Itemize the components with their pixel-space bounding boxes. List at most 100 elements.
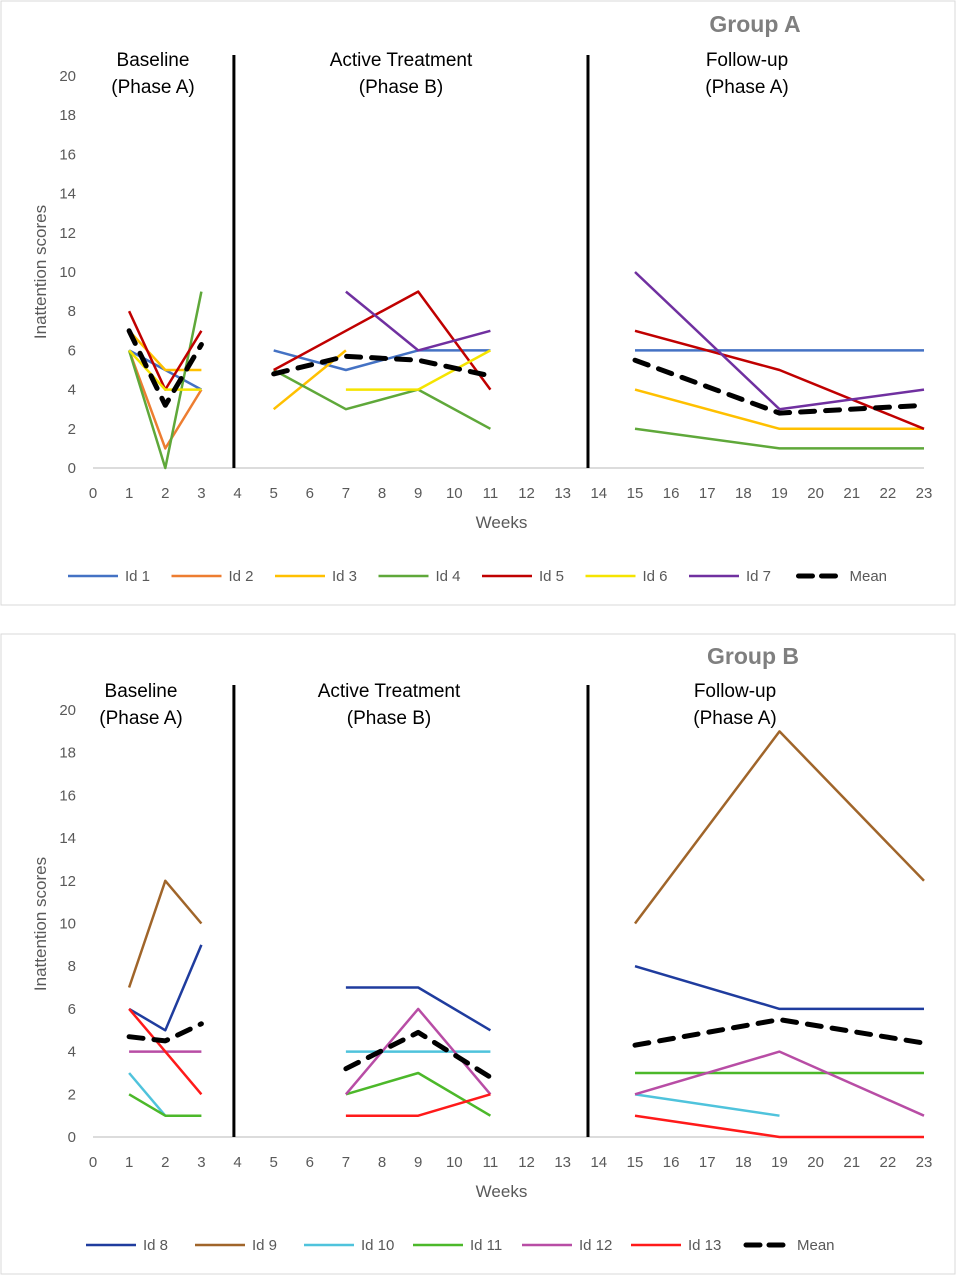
legend-label: Id 5 <box>539 568 564 585</box>
x-tick-label: 5 <box>269 485 277 502</box>
legend-label: Id 4 <box>436 568 461 585</box>
x-tick-label: 20 <box>807 485 824 502</box>
y-tick-label: 2 <box>68 1086 76 1103</box>
phase-sublabel: (Phase B) <box>359 77 443 98</box>
y-tick-label: 10 <box>59 264 76 281</box>
series-id-6 <box>128 349 491 391</box>
y-tick-label: 12 <box>59 873 76 890</box>
y-tick-label: 10 <box>59 916 76 933</box>
y-axis-title: Inattention scores <box>31 857 50 991</box>
x-tick-label: 15 <box>627 1154 644 1171</box>
x-tick-label: 21 <box>843 485 860 502</box>
series-line <box>632 1017 927 1048</box>
x-tick-label: 5 <box>269 1154 277 1171</box>
legend-label: Mean <box>797 1237 835 1254</box>
x-tick-label: 10 <box>446 1154 463 1171</box>
phase-sublabel: (Phase A) <box>693 708 776 729</box>
x-tick-label: 9 <box>414 1154 422 1171</box>
x-tick-label: 0 <box>89 1154 97 1171</box>
x-tick-label: 19 <box>771 1154 788 1171</box>
x-tick-label: 18 <box>735 485 752 502</box>
x-tick-label: 4 <box>233 485 241 502</box>
x-tick-label: 11 <box>483 485 499 502</box>
legend-label: Id 2 <box>229 568 254 585</box>
legend-label: Id 6 <box>643 568 668 585</box>
x-tick-label: 12 <box>518 1154 535 1171</box>
legend-label: Id 8 <box>143 1237 168 1254</box>
series-line <box>128 1072 167 1117</box>
x-tick-label: 17 <box>699 1154 716 1171</box>
series-line <box>634 427 924 450</box>
series-line <box>343 1029 493 1080</box>
series-line <box>127 879 203 988</box>
chart-title: Group B <box>707 643 799 669</box>
x-tick-label: 16 <box>663 485 680 502</box>
series-line <box>127 349 203 450</box>
x-tick-label: 22 <box>880 485 897 502</box>
series-id-8 <box>128 944 924 1032</box>
legend-label: Id 10 <box>361 1237 394 1254</box>
y-tick-label: 14 <box>59 830 76 847</box>
y-tick-label: 20 <box>59 68 76 85</box>
x-tick-label: 9 <box>414 485 422 502</box>
x-tick-label: 7 <box>342 485 350 502</box>
series-line <box>128 944 203 1032</box>
series-id-9 <box>127 730 925 988</box>
series-line <box>126 328 204 408</box>
x-tick-label: 8 <box>378 485 386 502</box>
legend-label: Id 9 <box>252 1237 277 1254</box>
x-tick-label: 2 <box>161 485 169 502</box>
x-tick-label: 20 <box>807 1154 824 1171</box>
x-tick-label: 15 <box>627 485 644 502</box>
series-mean <box>126 328 927 416</box>
series-line <box>345 1093 491 1117</box>
x-tick-label: 4 <box>233 1154 241 1171</box>
x-tick-label: 23 <box>916 485 933 502</box>
phase-label: Active Treatment <box>318 681 461 702</box>
y-axis-title: Inattention scores <box>31 205 50 339</box>
y-tick-label: 16 <box>59 146 76 163</box>
x-tick-label: 21 <box>843 1154 860 1171</box>
series-line <box>128 349 202 391</box>
series-line <box>128 1008 203 1096</box>
x-tick-label: 13 <box>554 485 571 502</box>
phase-label: Baseline <box>117 50 190 71</box>
series-line <box>128 329 202 372</box>
y-tick-label: 4 <box>68 1044 76 1061</box>
legend-label: Id 7 <box>746 568 771 585</box>
series-id-7 <box>345 271 925 411</box>
series-line <box>634 1050 925 1117</box>
series-line <box>345 290 491 352</box>
y-tick-label: 0 <box>68 460 76 477</box>
x-tick-label: 18 <box>735 1154 752 1171</box>
legend-label: Id 3 <box>332 568 357 585</box>
x-tick-label: 13 <box>554 1154 571 1171</box>
series-mean <box>126 1017 927 1080</box>
y-tick-label: 8 <box>68 303 76 320</box>
y-tick-label: 6 <box>68 1001 76 1018</box>
legend-label: Id 1 <box>125 568 150 585</box>
x-tick-label: 17 <box>699 485 716 502</box>
x-tick-label: 7 <box>342 1154 350 1171</box>
y-tick-label: 8 <box>68 958 76 975</box>
phase-sublabel: (Phase A) <box>705 77 788 98</box>
phase-sublabel: (Phase B) <box>347 708 431 729</box>
x-tick-label: 1 <box>125 485 133 502</box>
legend-label: Mean <box>850 568 888 585</box>
x-tick-label: 6 <box>306 1154 314 1171</box>
x-tick-label: 10 <box>446 485 463 502</box>
x-tick-label: 6 <box>306 485 314 502</box>
x-axis-title: Weeks <box>476 1182 528 1201</box>
series-id-2 <box>127 349 203 450</box>
x-tick-label: 14 <box>590 485 607 502</box>
chart-frame <box>0 633 956 1275</box>
chart-frame <box>0 0 956 606</box>
y-tick-label: 0 <box>68 1129 76 1146</box>
series-line <box>634 271 925 411</box>
y-tick-label: 18 <box>59 745 76 762</box>
y-tick-label: 2 <box>68 421 76 438</box>
x-tick-label: 22 <box>880 1154 897 1171</box>
